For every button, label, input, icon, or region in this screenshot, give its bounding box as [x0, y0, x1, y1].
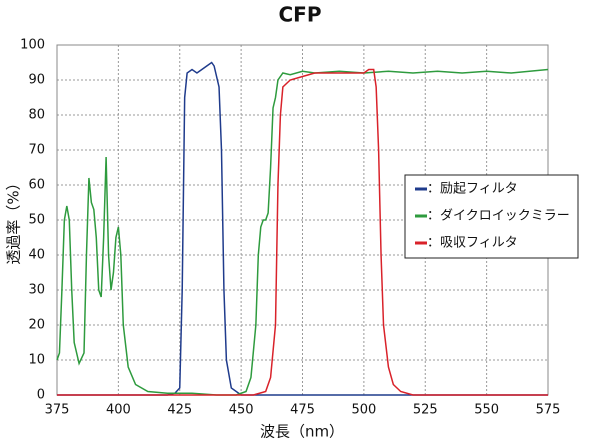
y-tick-label: 50: [28, 213, 45, 228]
y-tick-label: 70: [28, 143, 45, 158]
y-axis-label: 透過率（%）: [5, 175, 23, 264]
x-tick-label: 425: [167, 403, 192, 418]
y-tick-label: 90: [28, 73, 45, 88]
y-tick-label: 10: [28, 353, 45, 368]
y-tick-label: 30: [28, 283, 45, 298]
legend-label: ：吸収フィルタ: [427, 236, 518, 251]
chart-title: CFP: [279, 3, 322, 27]
legend-box: [404, 174, 579, 259]
x-tick-label: 375: [45, 403, 70, 418]
x-tick-label: 550: [474, 403, 499, 418]
y-tick-label: 0: [37, 388, 45, 403]
y-tick-label: 40: [28, 248, 45, 263]
y-tick-label: 80: [28, 108, 45, 123]
series-line: [56, 68, 549, 396]
x-tick-label: 525: [413, 403, 438, 418]
x-tick-label: 400: [106, 403, 131, 418]
series-line: [57, 68, 548, 396]
x-axis-label: 波長（nm）: [260, 423, 344, 441]
x-tick-label: 450: [229, 403, 254, 418]
legend-label: ：ダイクロイックミラー: [427, 209, 570, 224]
y-tick-label: 100: [20, 38, 45, 53]
x-tick-label: 475: [290, 403, 315, 418]
series-line: [57, 61, 548, 396]
legend-label: ：励起フィルタ: [427, 182, 518, 197]
y-tick-label: 60: [28, 178, 45, 193]
x-tick-label: 500: [351, 403, 376, 418]
x-tick-label: 575: [536, 403, 561, 418]
y-tick-label: 20: [28, 318, 45, 333]
